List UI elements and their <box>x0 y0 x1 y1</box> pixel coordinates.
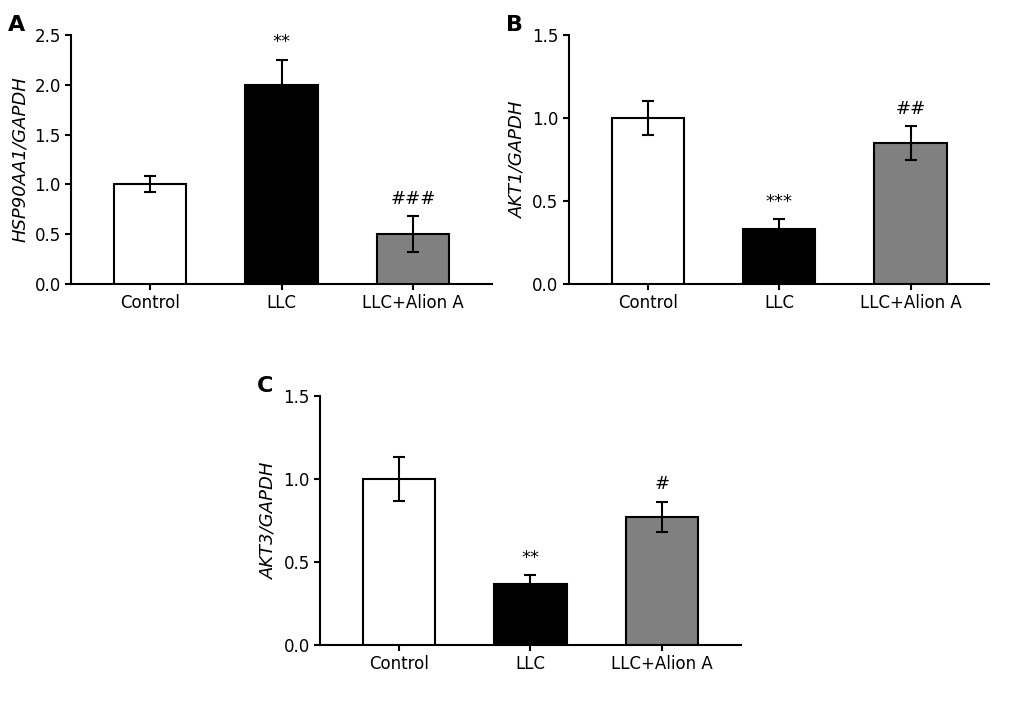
Bar <box>873 143 946 284</box>
Bar <box>625 517 697 645</box>
Bar <box>376 234 448 284</box>
Text: C: C <box>257 376 273 396</box>
Text: A: A <box>8 15 25 35</box>
Y-axis label: HSP90AA1/GAPDH: HSP90AA1/GAPDH <box>11 76 29 243</box>
Bar <box>363 479 435 645</box>
Text: **: ** <box>521 548 539 566</box>
Text: ###: ### <box>390 189 435 207</box>
Text: ##: ## <box>895 100 925 118</box>
Y-axis label: AKT3/GAPDH: AKT3/GAPDH <box>260 462 277 579</box>
Text: #: # <box>653 475 668 494</box>
Y-axis label: AKT1/GAPDH: AKT1/GAPDH <box>508 101 526 218</box>
Bar <box>494 583 566 645</box>
Bar <box>114 184 186 284</box>
Bar <box>743 229 814 284</box>
Bar <box>246 85 317 284</box>
Bar <box>611 118 684 284</box>
Text: ***: *** <box>765 193 792 210</box>
Text: B: B <box>505 15 523 35</box>
Text: **: ** <box>272 33 290 51</box>
